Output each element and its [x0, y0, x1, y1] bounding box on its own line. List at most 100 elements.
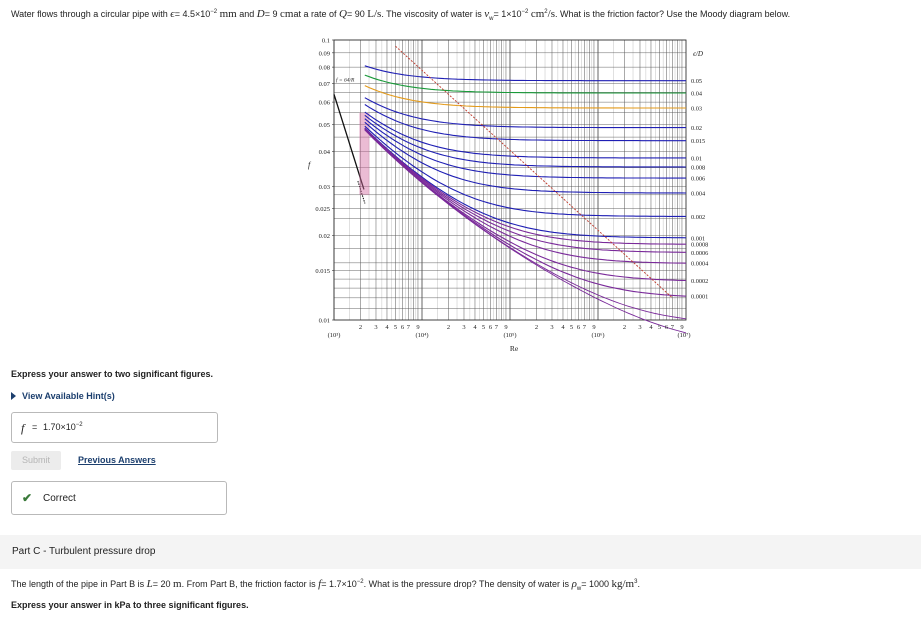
roughness-curve: [364, 65, 686, 82]
y-tick-label: 0.025: [315, 206, 330, 213]
x-axis-label: Re: [510, 344, 519, 353]
question-text-part: The length of the pipe in Part B is: [11, 579, 145, 589]
answer-value: 1.70×10−2: [43, 422, 83, 432]
view-hints-link[interactable]: View Available Hint(s): [11, 391, 115, 401]
x-decade-label: (10⁴): [415, 332, 428, 339]
rough-boundary-line: [395, 45, 673, 299]
roughness-label: 0.0002: [691, 278, 708, 285]
x-tick-label: 5: [394, 324, 397, 331]
answer-instruction-c: Express your answer in kPa to three sign…: [11, 600, 249, 610]
roughness-label: 0.002: [691, 214, 705, 221]
roughness-label: 0.02: [691, 125, 702, 132]
roughness-curve: [364, 128, 686, 245]
roughness-label: 0.001: [691, 235, 705, 242]
x-tick-label: 9: [416, 324, 419, 331]
previous-answers-link[interactable]: Previous Answers: [78, 455, 156, 465]
answer-field[interactable]: f = 1.70×10−2: [11, 412, 218, 443]
roughness-curve: [364, 104, 686, 142]
viscosity-unit-exponent: 2: [544, 9, 548, 15]
diameter-symbol: D: [256, 8, 265, 20]
length-unit: m: [173, 578, 182, 590]
roughness-label: 0.03: [691, 105, 702, 112]
smooth-pipe-curve: [368, 134, 687, 320]
answer-label: f: [21, 421, 25, 435]
x-tick-label: 6: [489, 324, 493, 331]
x-tick-label: 4: [561, 324, 565, 331]
roughness-label: 0.015: [691, 138, 705, 145]
answer-equals: =: [32, 422, 38, 432]
question-text-part: .: [637, 579, 640, 589]
density-value: = 1000: [581, 579, 609, 589]
x-tick-label: 7: [671, 324, 675, 331]
flow-symbol: Q: [339, 8, 347, 20]
viscosity-unit-tail: /s: [547, 8, 555, 20]
caret-right-icon: [11, 392, 16, 400]
answer-mantissa: 1.70×10: [43, 422, 76, 432]
feedback-text: Correct: [43, 493, 76, 504]
density-unit: kg/m: [611, 578, 635, 590]
x-tick-label: 9: [680, 324, 683, 331]
x-tick-label: 4: [649, 324, 653, 331]
roughness-curve: [364, 114, 687, 168]
part-c-header[interactable]: Part C - Turbulent pressure drop: [0, 535, 921, 569]
epsilon-symbol: ϵ: [170, 8, 175, 20]
roughness-value: = 4.5×10: [174, 9, 211, 19]
y-tick-label: 0.04: [319, 149, 331, 156]
x-tick-label: 3: [374, 324, 377, 331]
laminar-line: [333, 94, 365, 190]
x-tick-label: 4: [473, 324, 477, 331]
roughness-curve: [364, 127, 687, 239]
relative-roughness-header: ϵ/D: [693, 50, 703, 58]
x-tick-label: 2: [447, 324, 450, 331]
y-tick-label: 0.1: [322, 38, 330, 45]
roughness-label: 0.05: [691, 78, 702, 85]
roughness-label: 0.004: [691, 190, 706, 197]
viscosity-exponent: −2: [521, 9, 529, 15]
viscosity-value: = 1×10: [493, 9, 522, 19]
roughness-curve: [364, 125, 686, 217]
x-decade-label: (10³): [328, 332, 341, 339]
x-tick-label: 7: [495, 324, 499, 331]
roughness-curve: [364, 128, 686, 253]
x-tick-label: 3: [638, 324, 641, 331]
roughness-label: 0.0001: [691, 294, 708, 301]
y-tick-label: 0.09: [319, 50, 330, 57]
part-c-title: Part C - Turbulent pressure drop: [12, 546, 156, 557]
x-tick-label: 7: [583, 324, 587, 331]
length-symbol: L: [146, 578, 153, 590]
viscosity-unit: cm: [530, 8, 545, 20]
roughness-curve: [364, 111, 686, 159]
roughness-unit: mm: [219, 8, 237, 20]
question-text-part: . What is the friction factor? Use the M…: [554, 9, 791, 19]
y-tick-label: 0.03: [319, 184, 330, 191]
roughness-curve: [364, 74, 686, 94]
y-tick-label: 0.05: [319, 122, 330, 129]
x-tick-label: 3: [462, 324, 465, 331]
x-decade-label: (10⁷): [677, 332, 690, 339]
roughness-label: 0.0008: [691, 242, 708, 249]
y-tick-label: 0.01: [319, 318, 330, 325]
length-value: = 20: [152, 579, 171, 589]
check-icon: ✔: [22, 491, 33, 505]
flow-unit: L/s: [367, 8, 382, 20]
y-tick-label: 0.02: [319, 233, 330, 240]
diameter-value: = 9: [264, 9, 278, 19]
roughness-label: 0.006: [691, 176, 705, 183]
density-symbol: ρ: [571, 578, 577, 590]
transition-band: [359, 112, 370, 195]
x-tick-label: 2: [623, 324, 626, 331]
friction-exponent: −2: [356, 579, 364, 585]
roughness-curve: [364, 85, 686, 109]
roughness-label: 0.0004: [691, 261, 709, 268]
roughness-label: 0.04: [691, 90, 703, 97]
plot-frame: [333, 39, 687, 321]
moody-curves: [333, 45, 687, 334]
friction-symbol: f: [318, 578, 322, 590]
submit-button[interactable]: Submit: [11, 451, 61, 470]
smooth-pipe-curve: [368, 134, 687, 334]
question-text-part: and: [239, 9, 255, 19]
feedback-box: ✔ Correct: [11, 481, 227, 515]
diameter-unit: cm: [280, 8, 294, 20]
x-tick-label: 6: [577, 324, 581, 331]
y-axis-label: f: [308, 161, 312, 170]
